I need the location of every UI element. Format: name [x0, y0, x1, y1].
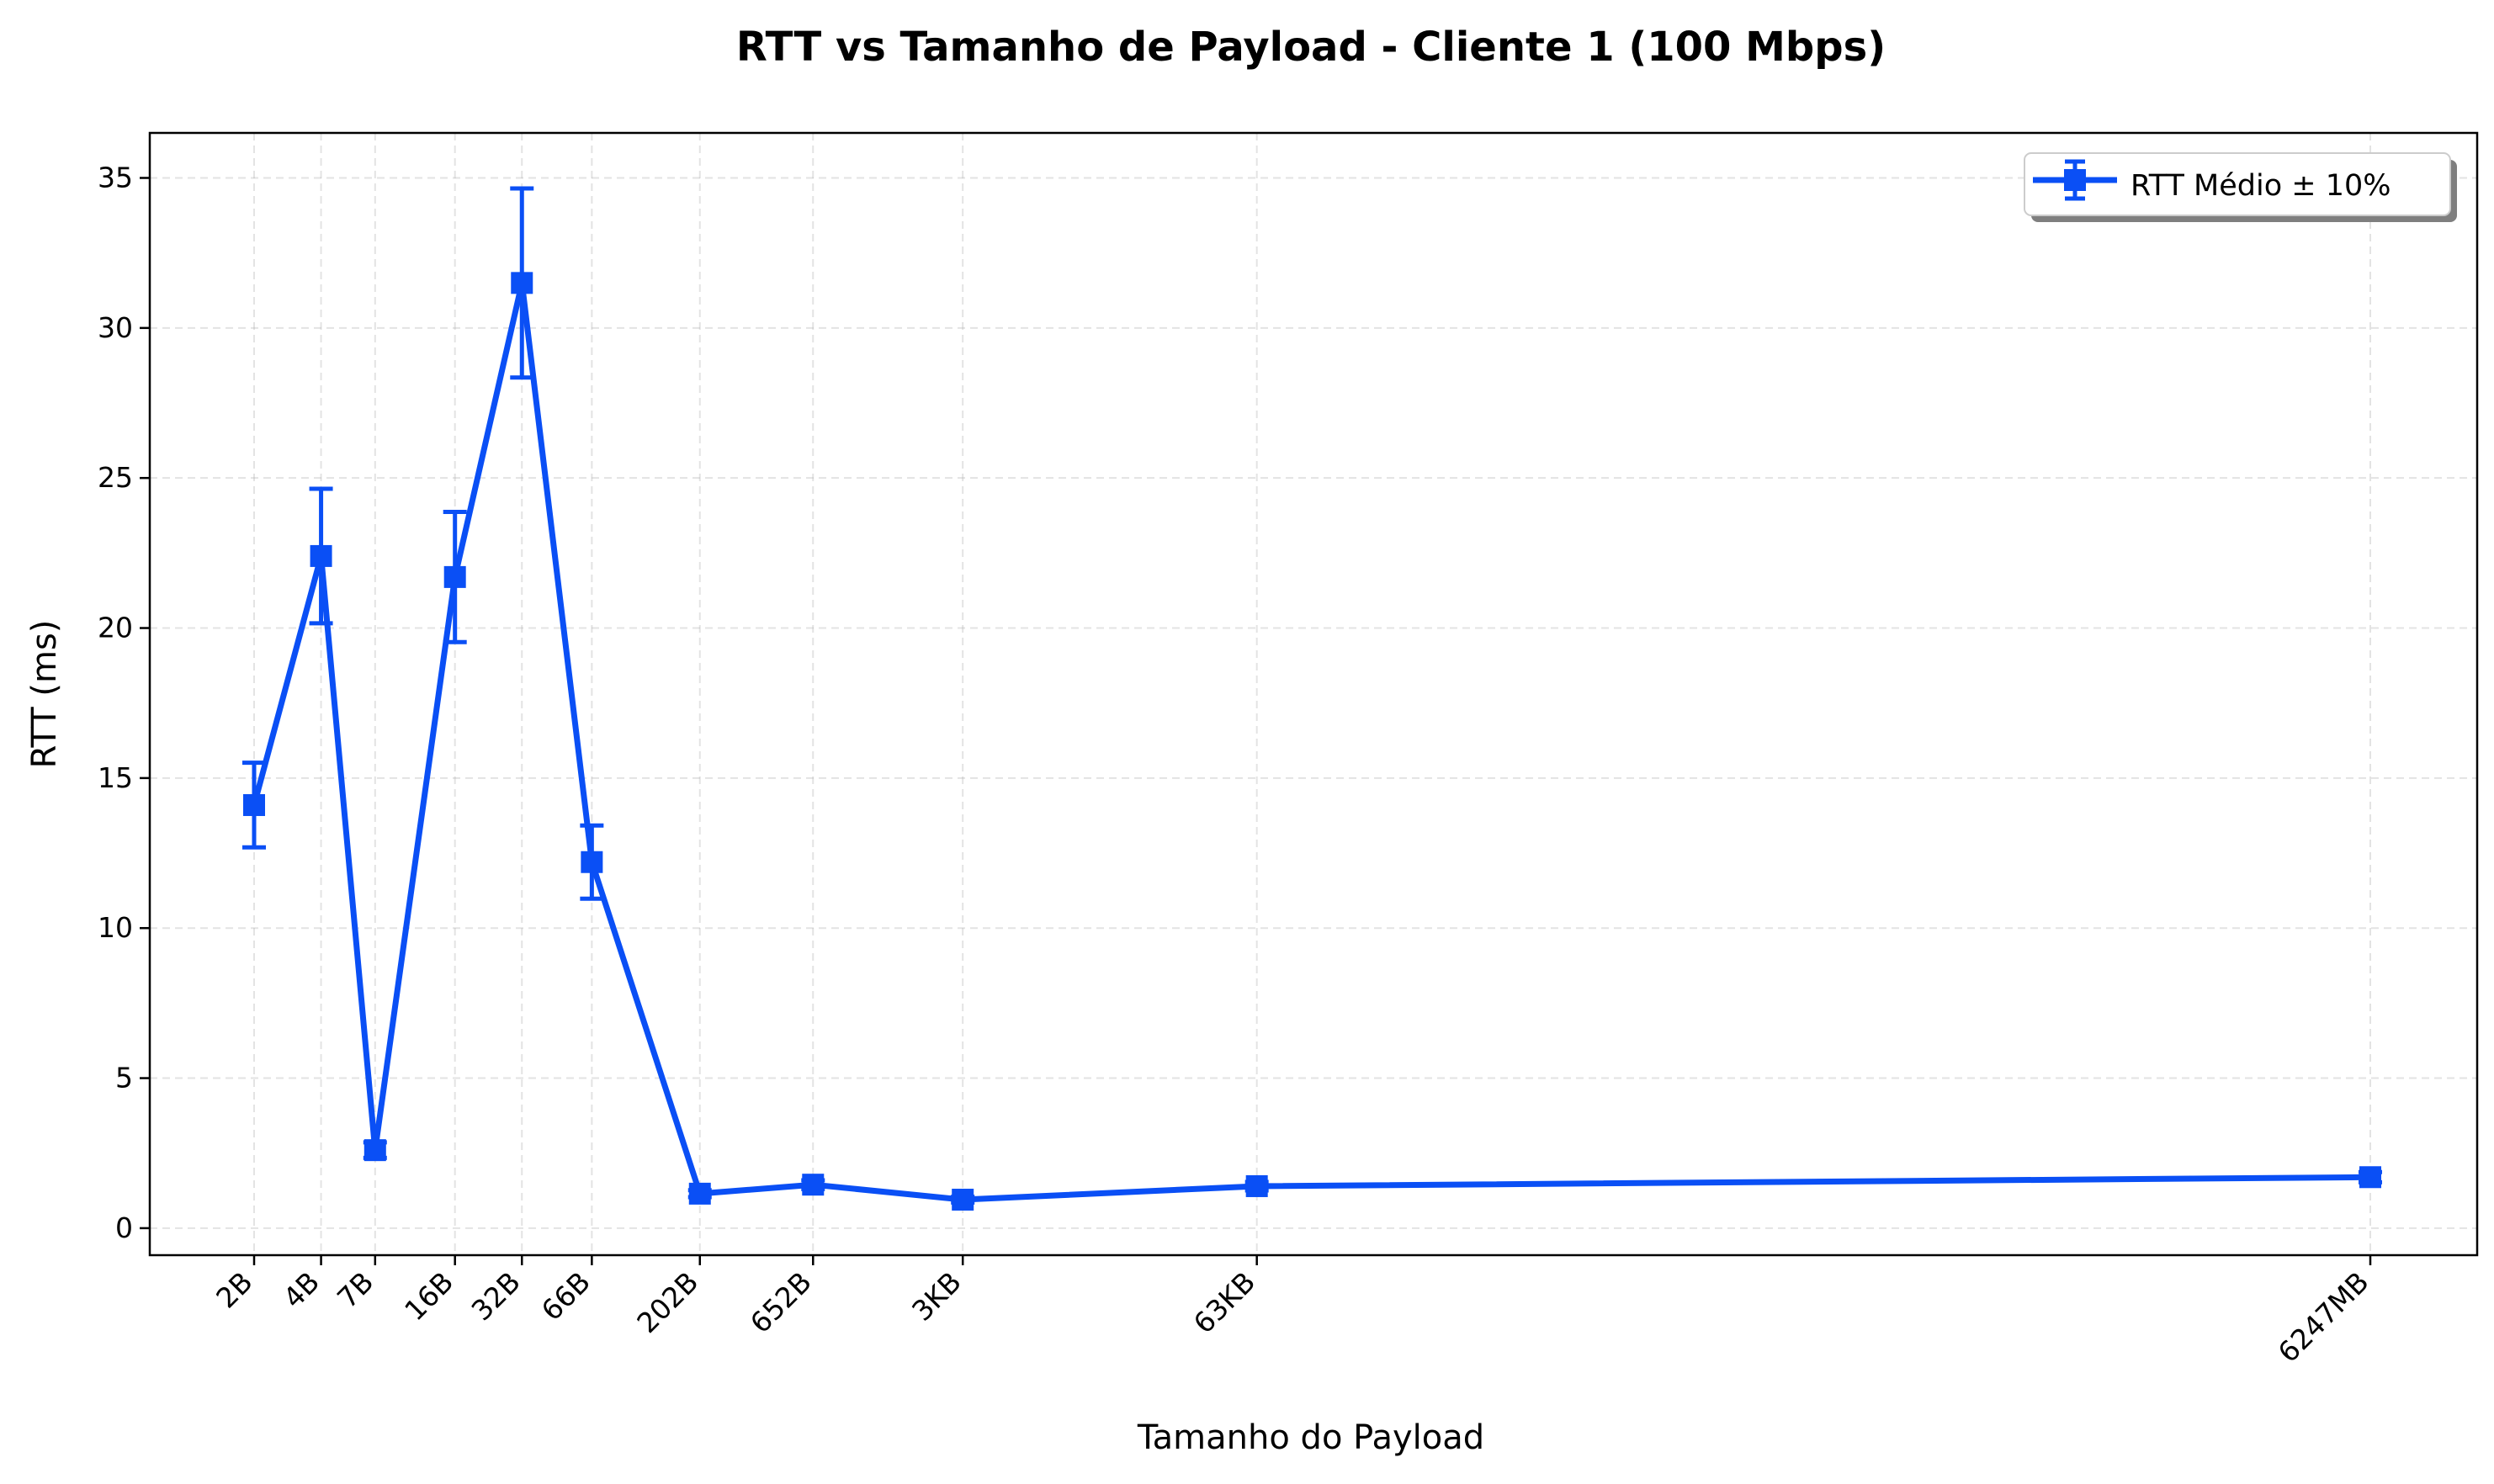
data-point [581, 851, 603, 873]
y-tick-label: 20 [98, 612, 133, 644]
y-tick-label: 30 [98, 311, 133, 344]
data-point [802, 1174, 825, 1196]
y-tick-label: 0 [115, 1211, 133, 1244]
y-axis: 0 5 10 15 20 25 30 35 [98, 162, 150, 1244]
x-tick-label: 7B [331, 1265, 379, 1314]
y-tick-label: 5 [115, 1062, 133, 1094]
legend-marker [2033, 159, 2117, 201]
x-tick-label: 2B [210, 1265, 258, 1314]
y-tick-label: 15 [98, 761, 133, 794]
data-point [1245, 1174, 1268, 1197]
x-tick-label: 4B [277, 1265, 326, 1314]
x-axis: 2B 4B 7B 16B 32B 66B 202B 652B 3KB 63KB 6247MB [210, 1255, 2375, 1369]
grid [150, 133, 2477, 1255]
legend-box [2024, 152, 2451, 216]
x-tick-label: 32B [465, 1265, 527, 1327]
data-point [363, 1139, 386, 1162]
data-point [310, 544, 332, 567]
x-axis-label: Tamanho do Payload [1137, 1418, 1484, 1457]
data-point [2359, 1166, 2381, 1189]
y-tick-label: 10 [98, 911, 133, 944]
plot-area-frame [148, 131, 2479, 1257]
data-point [243, 793, 265, 816]
legend-square-marker [2064, 169, 2086, 191]
y-axis-label: RTT (ms) [25, 620, 64, 769]
data-point [511, 272, 533, 294]
x-tick-label: 202B [630, 1265, 704, 1339]
x-tick-label: 63KB [1187, 1265, 1262, 1340]
data-point [952, 1189, 974, 1211]
series-rtt [242, 186, 2382, 1211]
x-tick-label: 652B [744, 1265, 818, 1339]
x-tick-label: 6247MB [2272, 1265, 2375, 1369]
legend[interactable]: RTT Médio ± 10% [2024, 152, 2457, 222]
x-tick-label: 66B [535, 1265, 597, 1327]
chart-title: RTT vs Tamanho de Payload - Cliente 1 (1… [736, 24, 1886, 71]
data-point [443, 565, 466, 588]
legend-label: RTT Médio ± 10% [2131, 169, 2391, 203]
series-line [251, 279, 2371, 1203]
x-tick-label: 16B [398, 1265, 459, 1327]
y-tick-label: 35 [98, 162, 133, 194]
y-tick-label: 25 [98, 461, 133, 494]
x-tick-label: 3KB [905, 1265, 968, 1328]
data-point [688, 1182, 711, 1205]
